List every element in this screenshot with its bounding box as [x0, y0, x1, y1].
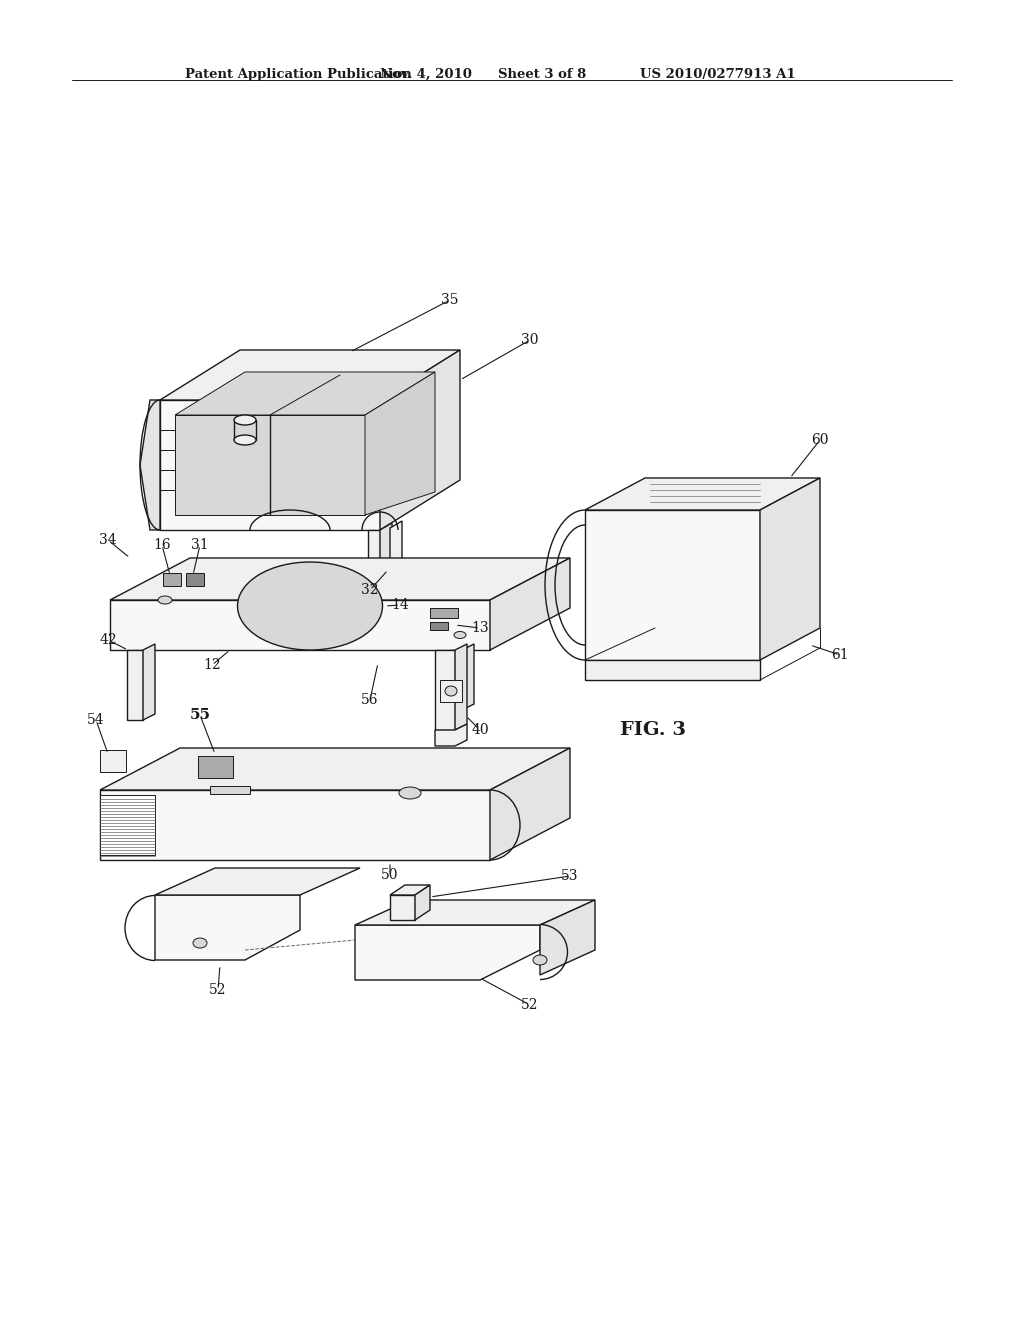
Text: 52: 52: [521, 998, 539, 1012]
Text: 13: 13: [471, 620, 488, 635]
Polygon shape: [435, 723, 467, 746]
Text: 52: 52: [209, 983, 226, 997]
Polygon shape: [155, 869, 360, 895]
Text: 16: 16: [154, 539, 171, 552]
Text: 31: 31: [191, 539, 209, 552]
Polygon shape: [175, 372, 435, 414]
Polygon shape: [100, 748, 570, 789]
Bar: [198, 756, 233, 777]
Polygon shape: [455, 644, 467, 730]
Polygon shape: [355, 900, 595, 925]
Text: 56: 56: [361, 693, 379, 708]
Text: 61: 61: [831, 648, 849, 663]
Polygon shape: [490, 558, 570, 649]
Polygon shape: [160, 350, 460, 400]
Polygon shape: [110, 558, 570, 601]
Text: 12: 12: [203, 657, 221, 672]
Text: 55: 55: [189, 708, 211, 722]
Polygon shape: [100, 789, 490, 861]
Ellipse shape: [534, 954, 547, 965]
Text: 53: 53: [561, 869, 579, 883]
Polygon shape: [540, 900, 595, 975]
Ellipse shape: [193, 939, 207, 948]
Text: 34: 34: [99, 533, 117, 546]
Polygon shape: [100, 795, 155, 855]
Ellipse shape: [399, 787, 421, 799]
Text: 35: 35: [441, 293, 459, 308]
Polygon shape: [585, 510, 760, 660]
Polygon shape: [355, 925, 540, 979]
Text: 60: 60: [811, 433, 828, 447]
Text: 30: 30: [521, 333, 539, 347]
Polygon shape: [143, 644, 155, 719]
Bar: [186, 573, 204, 586]
Bar: [100, 750, 126, 772]
Ellipse shape: [238, 562, 383, 649]
Polygon shape: [415, 884, 430, 920]
Text: Sheet 3 of 8: Sheet 3 of 8: [498, 69, 587, 81]
Polygon shape: [175, 414, 365, 515]
Text: 42: 42: [99, 634, 117, 647]
Polygon shape: [390, 895, 415, 920]
Text: 54: 54: [87, 713, 104, 727]
Polygon shape: [140, 400, 160, 531]
Ellipse shape: [445, 686, 457, 696]
Polygon shape: [390, 521, 402, 598]
Ellipse shape: [158, 597, 172, 605]
Polygon shape: [585, 660, 760, 680]
Ellipse shape: [234, 436, 256, 445]
Polygon shape: [155, 895, 300, 960]
Polygon shape: [380, 350, 460, 531]
Bar: [430, 622, 449, 630]
Polygon shape: [368, 531, 380, 601]
Polygon shape: [110, 601, 490, 649]
Polygon shape: [365, 372, 435, 515]
Polygon shape: [585, 478, 820, 510]
Ellipse shape: [234, 414, 256, 425]
Bar: [163, 573, 181, 586]
Text: 40: 40: [471, 723, 488, 737]
Bar: [210, 785, 250, 795]
Bar: [430, 609, 458, 618]
Polygon shape: [490, 748, 570, 861]
Polygon shape: [160, 400, 380, 531]
Polygon shape: [435, 649, 455, 730]
Text: 50: 50: [381, 869, 398, 882]
Text: 32: 32: [361, 583, 379, 597]
Text: FIG. 3: FIG. 3: [620, 721, 686, 739]
Polygon shape: [760, 478, 820, 660]
Polygon shape: [462, 644, 474, 710]
Ellipse shape: [454, 631, 466, 639]
Text: 14: 14: [391, 598, 409, 612]
Polygon shape: [450, 649, 462, 710]
Polygon shape: [380, 523, 392, 601]
Polygon shape: [127, 649, 143, 719]
Text: Nov. 4, 2010: Nov. 4, 2010: [380, 69, 472, 81]
Text: US 2010/0277913 A1: US 2010/0277913 A1: [640, 69, 796, 81]
Bar: [440, 680, 462, 702]
Text: Patent Application Publication: Patent Application Publication: [185, 69, 412, 81]
Polygon shape: [390, 884, 430, 895]
